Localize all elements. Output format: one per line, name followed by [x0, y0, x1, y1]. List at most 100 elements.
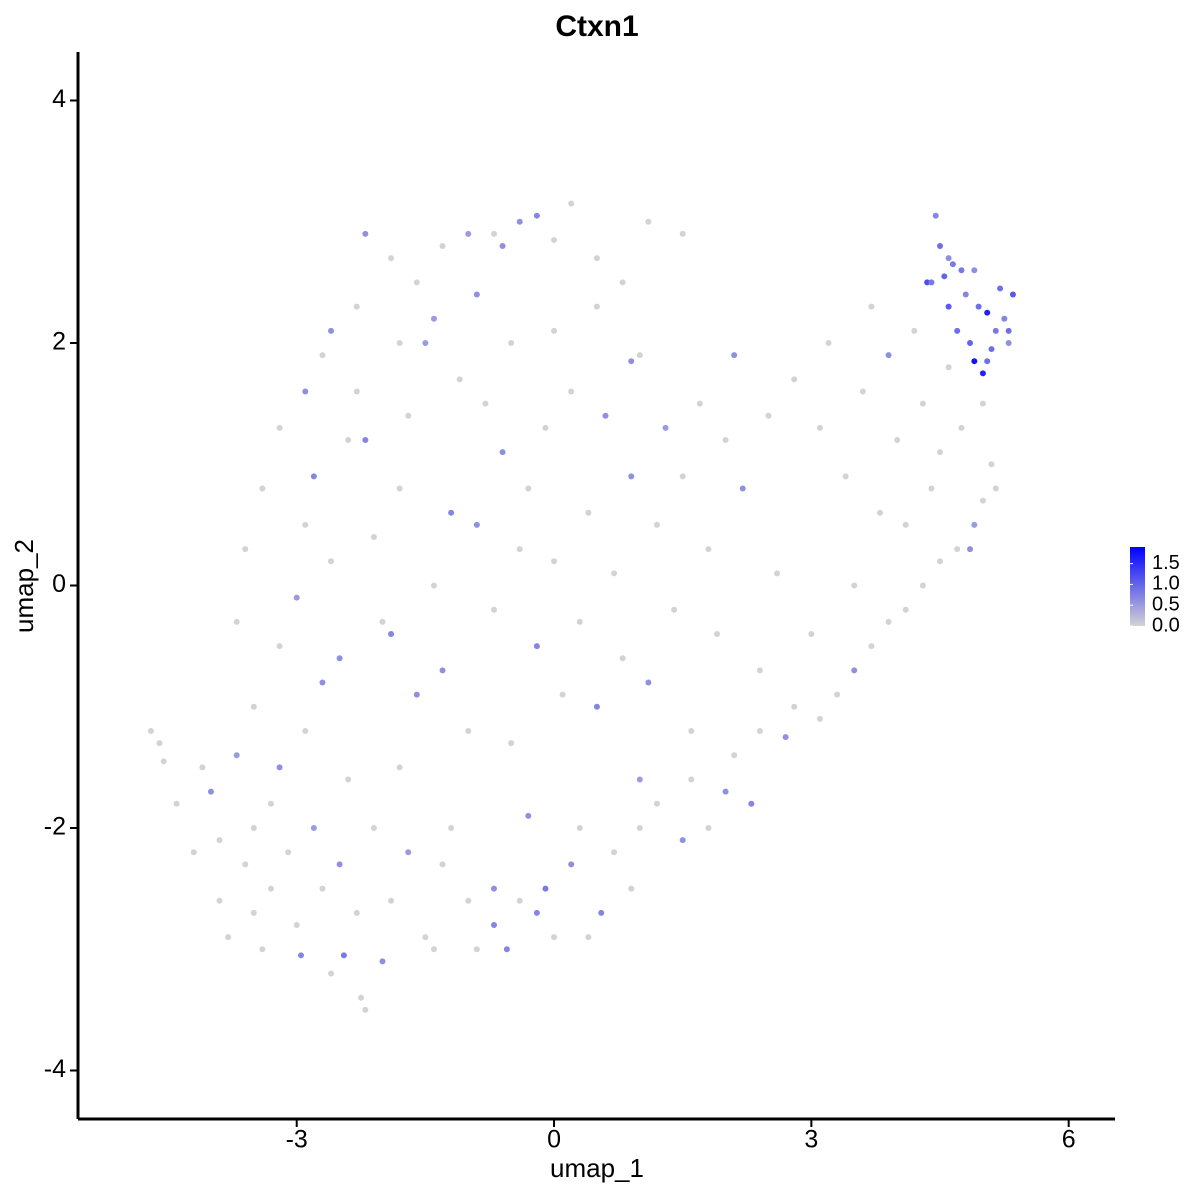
point — [439, 243, 446, 249]
point — [147, 728, 154, 734]
point — [491, 230, 498, 237]
point — [473, 521, 480, 528]
point — [765, 412, 772, 419]
point — [774, 570, 781, 577]
point — [688, 776, 695, 783]
point — [748, 800, 755, 807]
point — [988, 461, 995, 468]
x-tick-label: -3 — [286, 1126, 308, 1154]
point — [585, 934, 592, 941]
point — [473, 291, 480, 298]
point — [928, 279, 935, 286]
point — [967, 340, 974, 346]
point — [937, 243, 944, 249]
point — [430, 946, 437, 953]
point — [739, 485, 746, 492]
point — [276, 643, 283, 650]
point — [808, 631, 815, 637]
point — [911, 327, 918, 334]
point — [851, 667, 858, 674]
point — [405, 849, 412, 856]
point — [370, 825, 377, 831]
point — [756, 728, 763, 734]
point — [551, 558, 558, 565]
point — [619, 279, 626, 286]
point — [336, 655, 343, 662]
point — [636, 776, 643, 783]
point — [302, 388, 309, 395]
point — [298, 952, 305, 959]
colorbar — [1130, 547, 1145, 626]
point — [1009, 291, 1016, 298]
point — [491, 606, 498, 613]
point — [422, 340, 429, 346]
point — [465, 230, 472, 237]
point — [293, 922, 300, 928]
x-axis-label: umap_1 — [550, 1153, 644, 1183]
point — [731, 752, 738, 759]
point — [979, 370, 986, 377]
point — [958, 424, 965, 431]
point — [216, 897, 223, 904]
point — [628, 885, 635, 892]
point — [696, 400, 703, 407]
y-tick-label: 4 — [52, 85, 66, 113]
point — [160, 758, 167, 765]
point — [628, 358, 635, 365]
point — [971, 267, 978, 274]
point — [508, 740, 515, 747]
point — [568, 200, 575, 207]
point — [568, 861, 575, 868]
point — [782, 734, 789, 741]
point — [319, 885, 326, 892]
point — [984, 309, 991, 316]
point — [937, 558, 944, 565]
point — [379, 958, 386, 965]
x-tick-label: 3 — [804, 1126, 818, 1154]
point — [816, 715, 823, 722]
point — [516, 897, 523, 904]
point — [473, 946, 480, 953]
point — [851, 582, 858, 589]
point — [499, 243, 506, 249]
point — [242, 861, 249, 868]
point — [576, 618, 583, 625]
point — [156, 740, 163, 747]
point — [979, 400, 986, 407]
point — [971, 521, 978, 528]
point — [516, 546, 523, 553]
point — [791, 376, 798, 383]
point — [362, 1006, 369, 1013]
point — [705, 546, 712, 553]
point — [525, 812, 532, 819]
point — [868, 303, 875, 310]
point — [353, 909, 360, 916]
point — [396, 485, 403, 492]
point — [714, 631, 721, 637]
point — [1005, 327, 1012, 334]
point — [267, 885, 274, 892]
point — [207, 788, 214, 795]
point — [340, 952, 347, 959]
x-tick-label: 6 — [1062, 1126, 1076, 1154]
point — [688, 728, 695, 734]
point — [388, 631, 395, 637]
point — [619, 655, 626, 662]
point — [932, 212, 939, 219]
point — [516, 218, 523, 225]
point — [439, 667, 446, 674]
point — [628, 473, 635, 480]
chart-title: Ctxn1 — [555, 10, 638, 43]
point — [885, 618, 892, 625]
point — [1005, 340, 1012, 346]
point — [430, 315, 437, 322]
point — [328, 327, 335, 334]
point — [353, 303, 360, 310]
point — [362, 437, 369, 443]
point — [173, 800, 180, 807]
point — [465, 897, 472, 904]
point — [388, 255, 395, 262]
point — [791, 703, 798, 710]
point — [388, 897, 395, 904]
